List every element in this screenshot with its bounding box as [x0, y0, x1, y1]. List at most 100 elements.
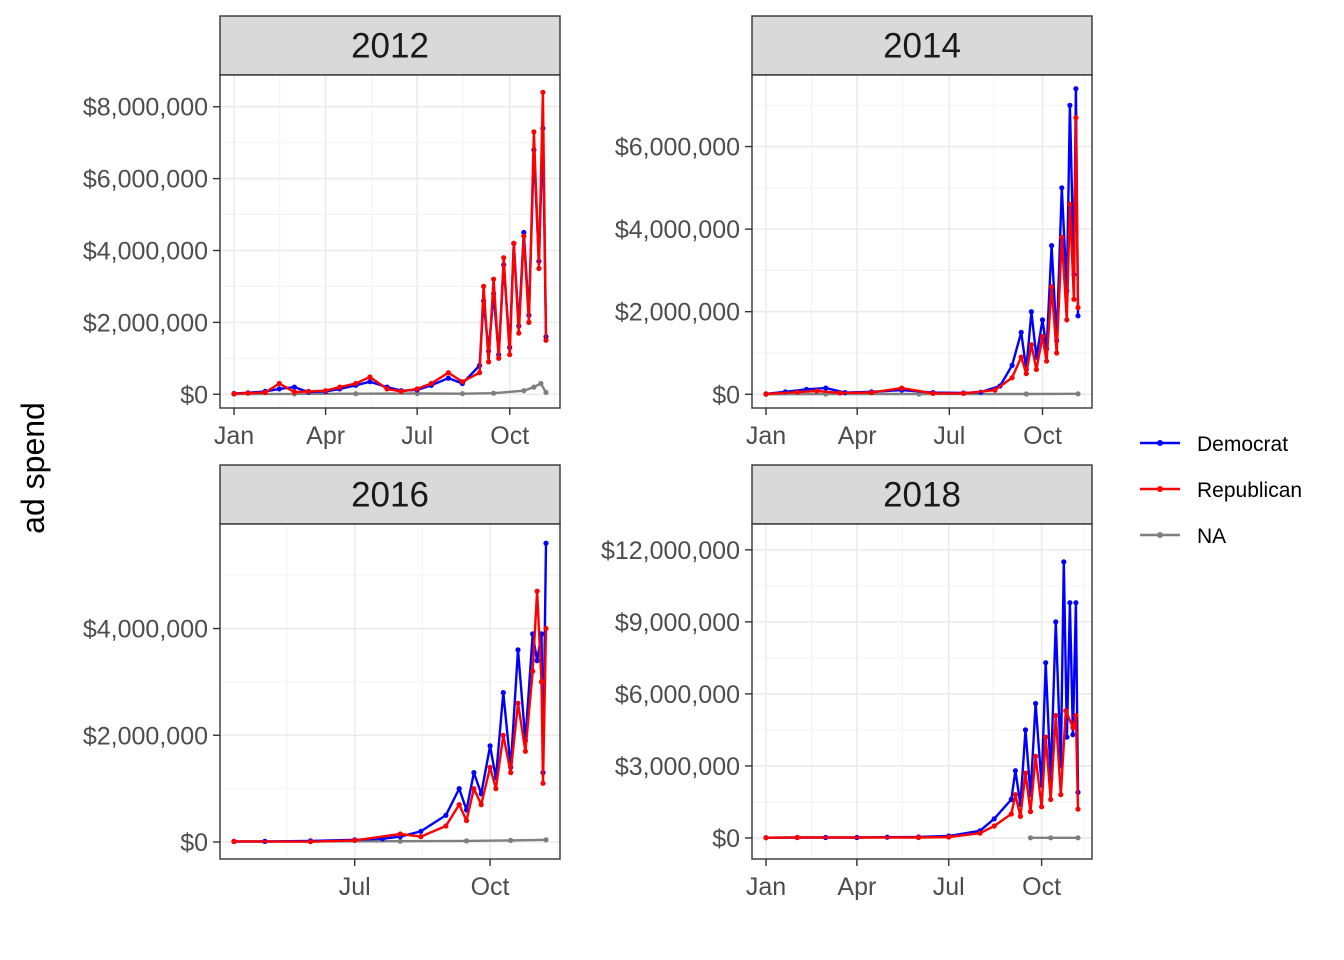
- data-point: [418, 834, 424, 840]
- data-point: [500, 690, 506, 696]
- y-tick-label: $0: [180, 381, 208, 409]
- data-point: [543, 625, 549, 632]
- x-tick-label: Apr: [838, 422, 877, 450]
- x-tick-label: Oct: [1022, 873, 1061, 901]
- data-point: [1073, 712, 1079, 719]
- data-point: [352, 837, 358, 844]
- data-point: [536, 265, 542, 272]
- data-point: [1049, 284, 1055, 290]
- panel-strip: [751, 464, 1093, 525]
- data-point: [538, 380, 544, 387]
- data-point: [1009, 362, 1015, 368]
- data-point: [516, 330, 522, 336]
- data-point: [398, 388, 404, 394]
- series-republican: [231, 588, 549, 845]
- data-point: [534, 658, 540, 664]
- series-republican: [763, 708, 1081, 841]
- data-point: [991, 816, 997, 822]
- data-point: [977, 830, 983, 836]
- data-point: [307, 839, 314, 845]
- data-point: [1073, 600, 1079, 606]
- data-point: [428, 380, 434, 387]
- data-point: [1064, 734, 1070, 740]
- panel-strip: [219, 464, 561, 525]
- data-point: [530, 668, 536, 674]
- data-point: [1023, 391, 1029, 397]
- panel-2016: 2016 $0 $2,000,000 $4,000,000 Jul Oct: [83, 464, 561, 901]
- data-point: [1033, 366, 1039, 373]
- data-point: [507, 352, 513, 358]
- y-tick-label: $0: [712, 381, 740, 409]
- x-tick-label: Apr: [306, 422, 345, 450]
- data-point: [501, 255, 507, 261]
- data-point: [1054, 350, 1060, 356]
- legend-key-point: [1157, 486, 1163, 492]
- data-point: [1075, 806, 1081, 812]
- data-point: [459, 379, 465, 385]
- data-point: [1028, 342, 1034, 348]
- panel-border: [219, 523, 561, 860]
- series-na: [1027, 835, 1081, 841]
- data-point: [305, 388, 312, 394]
- data-point: [443, 812, 449, 818]
- data-point: [291, 384, 297, 390]
- legend-key-point: [1157, 440, 1163, 446]
- x-tick-label: Jan: [214, 422, 254, 450]
- data-point: [496, 355, 502, 361]
- legend-entry-democrat: Democrat: [1140, 433, 1288, 456]
- data-point: [538, 679, 545, 685]
- data-point: [508, 770, 514, 776]
- data-point: [291, 389, 297, 395]
- y-tick-label: $0: [180, 829, 208, 857]
- data-point: [1061, 559, 1067, 565]
- x-tick-label: Oct: [471, 873, 510, 901]
- data-point: [456, 802, 462, 808]
- data-point: [1075, 835, 1081, 841]
- x-tick-label: Jan: [746, 873, 786, 901]
- legend-entry-na: NA: [1140, 525, 1226, 548]
- data-point: [515, 647, 521, 653]
- y-axis-title: ad spend: [15, 402, 51, 534]
- data-point: [487, 743, 493, 749]
- panel-2012: 2012 $0 $2,000,000 $4,000,000 $6,000,000 $8,0…: [83, 15, 561, 450]
- data-point: [992, 387, 998, 393]
- panel-strip: [751, 15, 1093, 76]
- series-republican: [763, 115, 1081, 397]
- data-point: [1043, 734, 1049, 740]
- data-point: [531, 384, 537, 390]
- data-point: [459, 391, 465, 397]
- data-point: [478, 802, 484, 808]
- data-point: [991, 823, 997, 829]
- data-point: [367, 379, 373, 385]
- plot-area: [752, 75, 1092, 408]
- data-point: [1018, 354, 1024, 360]
- data-point: [814, 388, 820, 394]
- data-point: [522, 748, 529, 754]
- x-tick-label: Apr: [837, 873, 876, 901]
- data-point: [534, 588, 540, 594]
- data-point: [515, 700, 521, 706]
- data-point: [1067, 102, 1073, 108]
- data-point: [1027, 835, 1034, 841]
- data-point: [445, 370, 451, 376]
- data-point: [1071, 296, 1077, 302]
- data-point: [763, 391, 769, 397]
- plot-area: [220, 524, 560, 859]
- data-point: [1033, 753, 1039, 759]
- data-point: [540, 89, 546, 95]
- data-point: [543, 837, 549, 843]
- data-point: [1022, 727, 1029, 733]
- data-point: [521, 229, 527, 236]
- data-point: [1033, 700, 1039, 707]
- series-line: [765, 392, 1079, 396]
- data-point: [868, 390, 875, 396]
- legend-entry-republican: Republican: [1140, 479, 1302, 502]
- panel-strip: [219, 15, 561, 76]
- data-point: [1059, 185, 1065, 191]
- data-point: [508, 837, 514, 844]
- data-point: [1063, 708, 1069, 714]
- panel-2014: 2014 $0 $2,000,000 $4,000,000 $6,000,000 Jan A…: [615, 15, 1093, 450]
- panel-2018: 2018 $0 $3,000,000 $6,000,000 $9,000,000 $12,…: [601, 464, 1093, 901]
- data-point: [543, 540, 549, 546]
